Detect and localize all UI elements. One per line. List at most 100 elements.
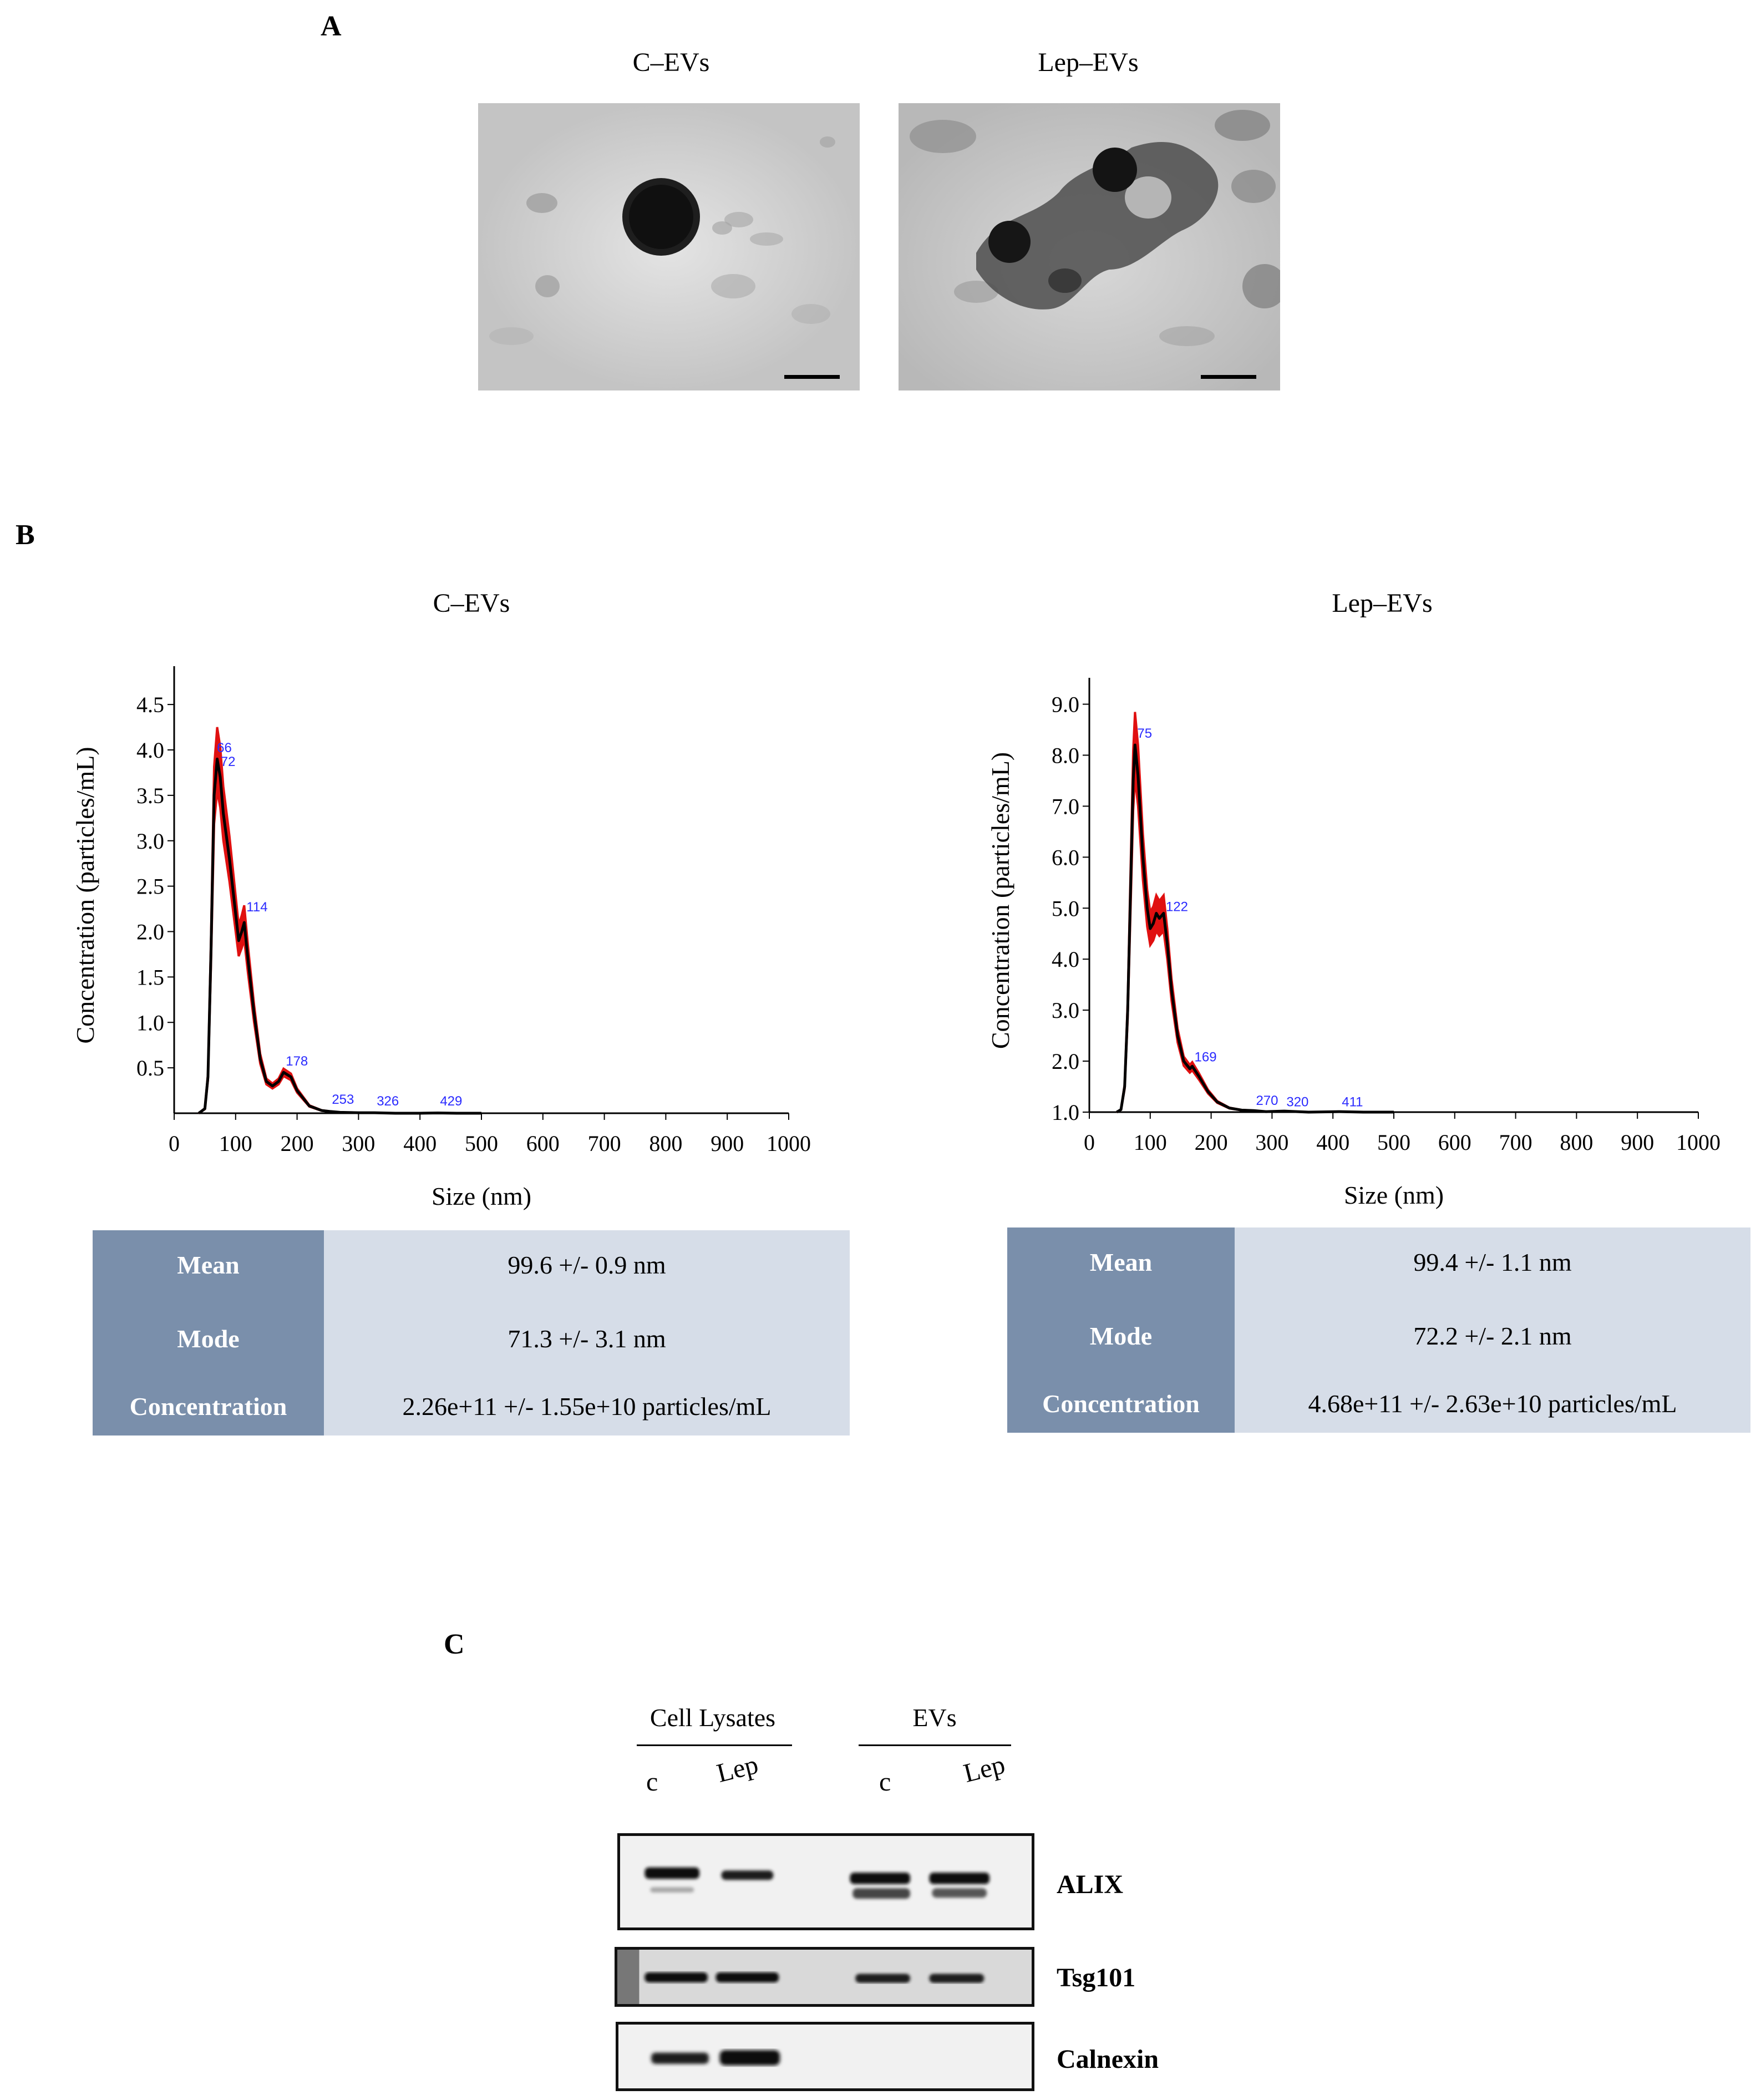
y-tick-label: 4.5 xyxy=(136,692,164,717)
y-axis-label: Concentration (particles/mL) xyxy=(71,747,99,1043)
y-tick-label: 0.5 xyxy=(136,1056,164,1081)
x-tick-label: 500 xyxy=(1377,1130,1410,1155)
peak-label: 178 xyxy=(286,1054,308,1069)
y-axis-label: Concentration (particles/mL) xyxy=(986,752,1014,1049)
peak-label: 75 xyxy=(1137,726,1152,741)
stats-value-mean: 99.4 +/- 1.1 nm xyxy=(1235,1227,1750,1297)
nta-chart-svg-lep-evs: 0 100 200 300 400 500 600 700 800 900 1000 1.0 2.0 3.… xyxy=(986,678,1721,1209)
peak-label: 169 xyxy=(1195,1050,1217,1065)
y-tick-label: 1.0 xyxy=(136,1010,164,1035)
x-tick-label: 100 xyxy=(1134,1130,1167,1155)
x-tick-label: 300 xyxy=(1255,1130,1288,1155)
peak-label: 429 xyxy=(440,1094,462,1109)
stats-table-c-evs: Mean 99.6 +/- 0.9 nm Mode 71.3 +/- 3.1 n… xyxy=(93,1230,850,1435)
peak-label: 320 xyxy=(1286,1095,1308,1110)
x-tick-label: 200 xyxy=(281,1131,314,1156)
peak-label: 270 xyxy=(1256,1093,1278,1108)
protein-label-calnexin: Calnexin xyxy=(1057,2045,1159,2074)
stats-label-mean: Mean xyxy=(1007,1227,1235,1297)
lane-label-cl-lep: Lep xyxy=(713,1749,762,1789)
group-underline-evs xyxy=(859,1744,1011,1746)
blot-tsg101 xyxy=(615,1947,1034,2007)
x-tick-label: 700 xyxy=(1499,1130,1532,1155)
stats-value-mean: 99.6 +/- 0.9 nm xyxy=(324,1230,850,1300)
y-tick-label: 6.0 xyxy=(1052,845,1079,870)
x-tick-label: 800 xyxy=(1560,1130,1593,1155)
panel-letter-c: C xyxy=(444,1629,465,1660)
series-mean-line xyxy=(1116,743,1394,1114)
panel-letter-a: A xyxy=(321,11,342,42)
tem-image-lep-evs xyxy=(899,103,1280,390)
peak-label: 253 xyxy=(332,1092,354,1107)
x-tick-label: 600 xyxy=(1438,1130,1471,1155)
stats-label-mean: Mean xyxy=(93,1230,324,1300)
stats-table-lep-evs: Mean 99.4 +/- 1.1 nm Mode 72.2 +/- 2.1 n… xyxy=(1007,1227,1750,1433)
y-tick-label: 5.0 xyxy=(1052,896,1079,921)
y-tick-label: 2.0 xyxy=(1052,1049,1079,1074)
x-tick-label: 0 xyxy=(169,1131,180,1156)
x-tick-label: 300 xyxy=(342,1131,375,1156)
peak-label: 122 xyxy=(1166,899,1188,914)
stats-label-mode: Mode xyxy=(93,1300,324,1377)
y-tick-label: 3.0 xyxy=(1052,998,1079,1023)
chart-title-lep-evs: Lep–EVs xyxy=(1332,589,1433,618)
protein-label-alix: ALIX xyxy=(1057,1870,1124,1899)
y-tick-label: 7.0 xyxy=(1052,794,1079,819)
stats-label-concentration: Concentration xyxy=(93,1377,324,1435)
y-tick-label: 9.0 xyxy=(1052,692,1079,717)
series-mean-line xyxy=(197,757,481,1115)
stats-value-mode: 72.2 +/- 2.1 nm xyxy=(1235,1297,1750,1374)
lane-label-cl-c: c xyxy=(646,1767,658,1797)
lane-label-ev-lep: Lep xyxy=(960,1749,1008,1789)
y-tick-label: 4.0 xyxy=(136,738,164,763)
y-tick-label: 8.0 xyxy=(1052,743,1079,768)
y-tick-label: 3.5 xyxy=(136,783,164,808)
stats-label-concentration: Concentration xyxy=(1007,1374,1235,1433)
peak-label: 114 xyxy=(246,900,267,915)
blot-calnexin xyxy=(616,2022,1034,2091)
group-underline-cell-lysates xyxy=(637,1744,792,1746)
stats-value-concentration: 4.68e+11 +/- 2.63e+10 particles/mL xyxy=(1235,1374,1750,1433)
x-tick-label: 900 xyxy=(711,1131,744,1156)
x-axis-label: Size (nm) xyxy=(1344,1181,1444,1209)
lane-label-ev-c: c xyxy=(879,1767,891,1797)
nta-chart-svg-c-evs: 0 100 200 300 400 500 600 700 800 900 1000 0.5 1.0 1.… xyxy=(71,666,811,1210)
peak-label: 411 xyxy=(1342,1095,1363,1110)
y-tick-label: 1.0 xyxy=(1052,1100,1079,1125)
stats-value-concentration: 2.26e+11 +/- 1.55e+10 particles/mL xyxy=(324,1377,850,1435)
y-tick-label: 4.0 xyxy=(1052,947,1079,972)
x-tick-label: 100 xyxy=(219,1131,252,1156)
y-tick-label: 2.0 xyxy=(136,920,164,945)
x-tick-label: 700 xyxy=(588,1131,621,1156)
x-tick-label: 600 xyxy=(526,1131,560,1156)
x-tick-label: 500 xyxy=(465,1131,498,1156)
series-error-band xyxy=(1116,712,1394,1114)
x-tick-label: 400 xyxy=(1316,1130,1349,1155)
tem-title-lep-evs: Lep–EVs xyxy=(1038,48,1139,77)
y-tick-label: 3.0 xyxy=(136,829,164,854)
peak-label: 66 xyxy=(217,740,232,755)
protein-label-tsg101: Tsg101 xyxy=(1057,1963,1136,1992)
series-error-band xyxy=(198,727,481,1114)
y-tick-label: 1.5 xyxy=(136,965,164,990)
panel-letter-b: B xyxy=(16,519,35,551)
x-tick-label: 400 xyxy=(403,1131,437,1156)
x-tick-label: 1000 xyxy=(1676,1130,1721,1155)
chart-title-c-evs: C–EVs xyxy=(433,589,510,618)
tem-title-c-evs: C–EVs xyxy=(632,48,710,77)
x-tick-label: 1000 xyxy=(767,1131,811,1156)
x-axis-label: Size (nm) xyxy=(432,1182,531,1210)
tem-image-c-evs xyxy=(478,103,860,390)
group-label-evs: EVs xyxy=(912,1703,957,1732)
peak-label: 72 xyxy=(221,754,236,769)
x-tick-label: 0 xyxy=(1084,1130,1095,1155)
x-tick-label: 900 xyxy=(1621,1130,1654,1155)
blot-alix xyxy=(617,1833,1034,1930)
peak-label: 326 xyxy=(377,1094,399,1109)
stats-label-mode: Mode xyxy=(1007,1297,1235,1374)
y-tick-label: 2.5 xyxy=(136,874,164,899)
x-tick-label: 800 xyxy=(649,1131,682,1156)
group-label-cell-lysates: Cell Lysates xyxy=(649,1703,776,1732)
x-tick-label: 200 xyxy=(1195,1130,1228,1155)
stats-value-mode: 71.3 +/- 3.1 nm xyxy=(324,1300,850,1377)
